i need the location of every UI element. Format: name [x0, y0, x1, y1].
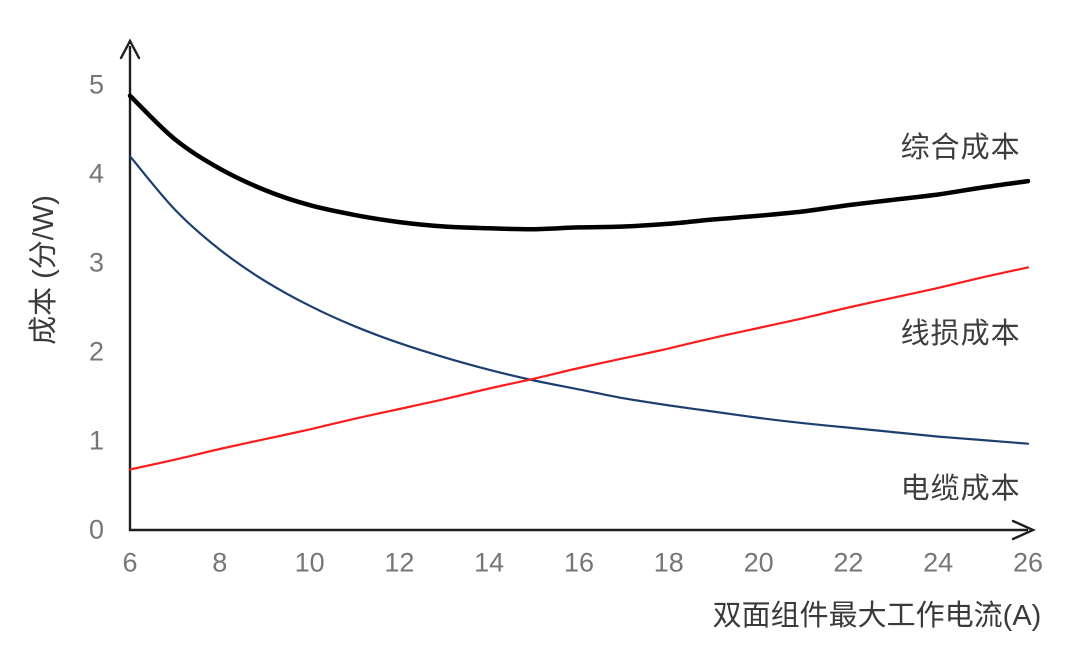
series-annotation-label: 线损成本 [900, 317, 1021, 350]
y-axis-arrow-icon [119, 38, 141, 60]
y-tick-label: 4 [88, 158, 104, 189]
x-tick-label: 8 [212, 547, 228, 578]
x-tick-label: 6 [122, 547, 138, 578]
series-annotation-label: 综合成本 [900, 131, 1021, 164]
x-tick-label: 20 [743, 547, 774, 578]
x-tick-label: 14 [474, 547, 505, 578]
x-tick-label: 24 [923, 547, 954, 578]
y-axis-title: 成本 (分/W) [28, 195, 60, 345]
y-tick-label: 3 [88, 247, 104, 278]
x-tick-label: 12 [384, 547, 415, 578]
x-axis-title: 双面组件最大工作电流(A) [712, 600, 1042, 632]
y-tick-label: 5 [88, 69, 104, 100]
x-tick-label: 22 [833, 547, 864, 578]
cable-cost-line [128, 155, 1030, 445]
x-tick-label: 18 [653, 547, 684, 578]
line-loss-cost-line [128, 266, 1030, 471]
y-tick-label: 2 [88, 336, 104, 367]
combined-cost-line [127, 93, 1031, 232]
series-annotation-label: 电缆成本 [900, 473, 1021, 506]
x-tick-label: 10 [294, 547, 325, 578]
x-axis-arrow-icon [1011, 519, 1036, 541]
y-tick-label: 1 [88, 425, 104, 456]
x-tick-label: 16 [563, 547, 595, 578]
x-tick-label: 26 [1012, 547, 1044, 578]
y-tick-label: 0 [88, 514, 104, 545]
